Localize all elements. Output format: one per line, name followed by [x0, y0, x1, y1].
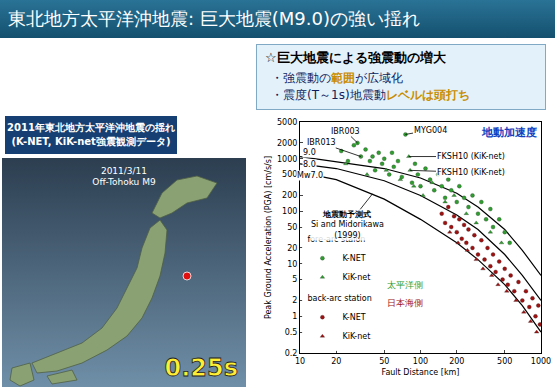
svg-text:200: 200 — [282, 191, 297, 200]
svg-text:FKSH10 (KiK-net): FKSH10 (KiK-net) — [437, 168, 505, 177]
svg-text:KiK-net: KiK-net — [342, 273, 370, 282]
svg-text:10: 10 — [287, 260, 297, 269]
svg-text:20: 20 — [331, 357, 341, 366]
html-text:☆巨大地震による強震動の増大: ☆巨大地震による強震動の増大 — [265, 50, 446, 65]
html-text:東北地方太平洋沖地震: 巨大地震(M9.0)の強い揺れ: 東北地方太平洋沖地震: 巨大地震(M9.0)の強い揺れ — [8, 8, 420, 29]
svg-text:Fault Distance [km]: Fault Distance [km] — [382, 368, 460, 377]
svg-text:K-NET: K-NET — [342, 254, 365, 263]
html-text:2011年東北地方太平洋沖地震の揺れ: 2011年東北地方太平洋沖地震の揺れ — [7, 122, 175, 133]
svg-text:1000: 1000 — [277, 155, 297, 164]
svg-text:back-arc station: back-arc station — [307, 294, 371, 303]
svg-text:0.5: 0.5 — [285, 328, 298, 337]
svg-text:IBR003: IBR003 — [331, 127, 360, 136]
svg-text:200: 200 — [449, 357, 464, 366]
svg-text:0.2: 0.2 — [285, 349, 298, 358]
svg-text:9.0: 9.0 — [303, 148, 316, 157]
svg-text:2000: 2000 — [277, 139, 297, 148]
svg-text:10: 10 — [295, 357, 305, 366]
svg-text:Mw7.0: Mw7.0 — [297, 171, 323, 180]
svg-text:2: 2 — [292, 296, 297, 305]
svg-text:50: 50 — [379, 357, 389, 366]
svg-text:K-NET: K-NET — [342, 313, 365, 322]
svg-text:20: 20 — [287, 244, 297, 253]
svg-text:Off-Tohoku M9: Off-Tohoku M9 — [92, 177, 156, 187]
svg-text:100: 100 — [413, 357, 428, 366]
svg-text:太平洋側: 太平洋側 — [387, 280, 423, 290]
svg-text:0.25s: 0.25s — [165, 354, 239, 382]
svg-text:5000: 5000 — [277, 118, 297, 127]
svg-text:1000: 1000 — [531, 357, 551, 366]
svg-text:500: 500 — [497, 357, 512, 366]
html-text:・強震動の範囲が広域化: ・強震動の範囲が広域化 — [271, 71, 403, 85]
svg-text:FKSH10 (KiK-net): FKSH10 (KiK-net) — [437, 152, 505, 161]
svg-text:地震動予測式Si and Midorikawa(1999): 地震動予測式Si and Midorikawa(1999) — [311, 210, 384, 240]
svg-text:2011/3/11: 2011/3/11 — [101, 166, 147, 176]
svg-text:fore-arc staion: fore-arc staion — [307, 235, 365, 244]
svg-text:MYG004: MYG004 — [414, 126, 447, 135]
html-text:・震度(T～1s)地震動レベルは頭打ち: ・震度(T～1s)地震動レベルは頭打ち — [271, 88, 470, 102]
svg-text:日本海側: 日本海側 — [387, 298, 423, 308]
svg-text:IBR013: IBR013 — [307, 138, 336, 147]
svg-text:500: 500 — [282, 170, 297, 179]
html-text:(K-NET, KiK-net強震観測データ): (K-NET, KiK-net強震観測データ) — [11, 136, 171, 147]
svg-text:100: 100 — [282, 207, 297, 216]
svg-text:5: 5 — [292, 275, 297, 284]
svg-text:1: 1 — [292, 312, 297, 321]
svg-text:地動加速度: 地動加速度 — [481, 126, 537, 139]
svg-text:8.0: 8.0 — [303, 160, 316, 169]
svg-text:Peak Ground Acceleration (PGA): Peak Ground Acceleration (PGA) [cm/s/s] — [264, 156, 273, 319]
svg-text:KiK-net: KiK-net — [342, 332, 370, 341]
svg-text:50: 50 — [287, 223, 297, 232]
